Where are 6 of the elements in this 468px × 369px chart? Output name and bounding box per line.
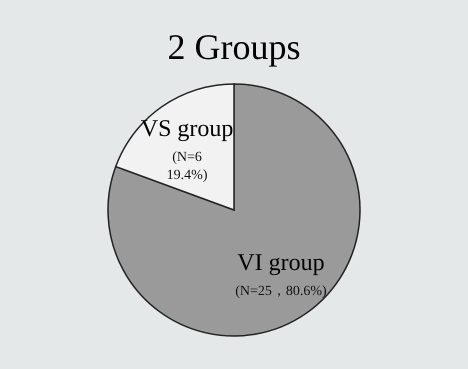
slice-label: VI group <box>237 250 325 276</box>
data-label: (N=25，80.6%) <box>235 284 328 300</box>
data-label: (N=6 19.4%) <box>166 150 208 183</box>
slice-label: VS group <box>140 116 234 142</box>
pie-slice <box>107 83 361 337</box>
chart-title: 2 Groups <box>168 27 300 67</box>
